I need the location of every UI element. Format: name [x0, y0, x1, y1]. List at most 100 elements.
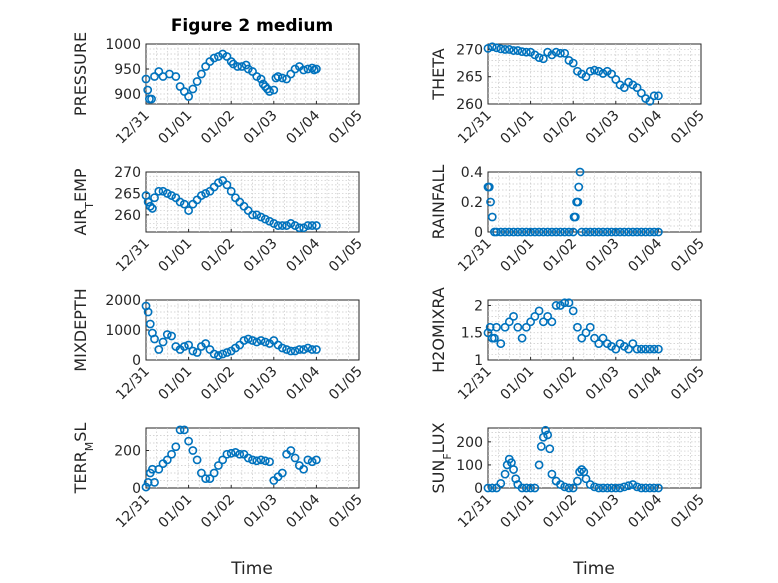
data-point: [598, 333, 608, 343]
data-point: [577, 227, 587, 237]
data-point: [184, 206, 193, 215]
y-tick-label: 2: [474, 298, 483, 314]
data-point: [188, 84, 198, 94]
subplot-terr_msl: 0 200 12/31 01/01 01/02 01/03 01/04 01/05 TERRMS…: [71, 423, 366, 532]
x-tick-label: 01/01: [498, 364, 538, 404]
data-point: [154, 345, 164, 354]
data-point: [574, 182, 584, 192]
data-point: [607, 483, 616, 493]
data-point: [496, 478, 506, 488]
data-point: [513, 322, 523, 332]
data-point: [286, 219, 296, 228]
data-point: [526, 483, 535, 493]
data-point: [143, 197, 153, 207]
data-point: [496, 44, 506, 54]
data-point: [299, 464, 309, 474]
data-point: [179, 425, 189, 435]
y-tick-label: 1000: [105, 323, 141, 339]
data-point: [649, 344, 659, 354]
subplot-sun_flux: 0 100 200 12/31 01/01 01/02 01/03 01/04 01/05 SUN…: [429, 422, 708, 531]
data-point: [628, 480, 638, 489]
y-axis-label-suffix: EMP: [71, 168, 90, 202]
data-point: [504, 317, 514, 327]
data-point: [611, 75, 621, 84]
data-point: [517, 333, 527, 343]
data-point: [517, 483, 527, 493]
data-point: [619, 83, 629, 93]
data-point: [265, 87, 274, 96]
data-point: [654, 227, 663, 237]
data-point: [594, 227, 604, 237]
y-axis-label-main: AIR: [71, 209, 90, 236]
data-point: [619, 227, 629, 237]
y-tick-label: 100: [456, 458, 483, 474]
data-point: [545, 444, 555, 454]
data-point: [568, 227, 578, 237]
x-tick-label: 01/02: [198, 492, 238, 532]
subplot-pressure: 900 950 1000 12/31 01/01 01/02 01/03 01/04 01/05…: [71, 32, 366, 147]
data-point: [141, 482, 151, 492]
data-point: [564, 298, 574, 308]
data-point: [517, 47, 527, 57]
data-point: [521, 227, 531, 237]
data-point: [568, 306, 578, 316]
data-point: [256, 74, 266, 84]
x-tick-label: 01/04: [283, 363, 323, 403]
data-point: [196, 468, 206, 478]
data-point: [573, 322, 582, 332]
data-point: [167, 449, 176, 459]
y-axis-label-main: RAINFALL: [429, 165, 448, 240]
data-point: [154, 67, 164, 76]
x-tick-label: 01/03: [583, 492, 623, 532]
x-tick-label: 01/01: [156, 108, 196, 148]
data-point: [201, 189, 211, 198]
data-point: [492, 43, 501, 53]
data-point: [577, 465, 587, 474]
data-point: [509, 311, 518, 321]
subplot-mixdepth: 0 1000 2000 12/31 01/01 01/02 01/03 01/04 01/05 M…: [71, 288, 366, 403]
data-point: [201, 339, 211, 348]
data-point: [483, 43, 493, 53]
data-point: [265, 457, 274, 467]
data-point: [239, 336, 249, 345]
data-point: [282, 74, 291, 84]
data-point: [484, 182, 494, 192]
y-axis-label: SUNFLUX: [429, 422, 454, 493]
data-point: [303, 455, 313, 465]
data-point: [577, 333, 587, 343]
data-point: [290, 453, 300, 463]
data-point: [551, 301, 561, 310]
data-point: [521, 47, 531, 57]
data-point: [260, 456, 270, 466]
data-point: [256, 455, 266, 465]
y-axis-label: RAINFALL: [429, 165, 448, 240]
y-axis-label: PRESSURE: [71, 32, 90, 116]
data-point: [585, 66, 595, 76]
data-point: [575, 167, 585, 177]
data-point: [513, 46, 523, 55]
data-point: [184, 436, 193, 446]
data-point: [541, 425, 550, 435]
x-tick-label: 01/03: [583, 236, 623, 276]
x-tick-label: 01/04: [625, 363, 665, 403]
x-tick-label: 12/31: [113, 492, 153, 532]
series-markers: [483, 298, 663, 354]
data-point: [534, 53, 544, 63]
data-point: [641, 227, 651, 237]
data-point: [192, 348, 202, 357]
data-point: [560, 48, 570, 58]
data-point: [273, 221, 283, 230]
data-point: [487, 483, 497, 493]
data-point: [530, 311, 540, 321]
data-point: [175, 197, 185, 207]
data-point: [489, 333, 499, 343]
data-point: [483, 483, 493, 493]
data-point: [277, 343, 287, 353]
data-point: [611, 227, 621, 237]
data-point: [594, 66, 604, 76]
data-point: [218, 349, 228, 359]
data-point: [233, 62, 242, 71]
data-point: [521, 483, 531, 493]
series-markers: [141, 176, 321, 233]
data-point: [248, 210, 257, 220]
